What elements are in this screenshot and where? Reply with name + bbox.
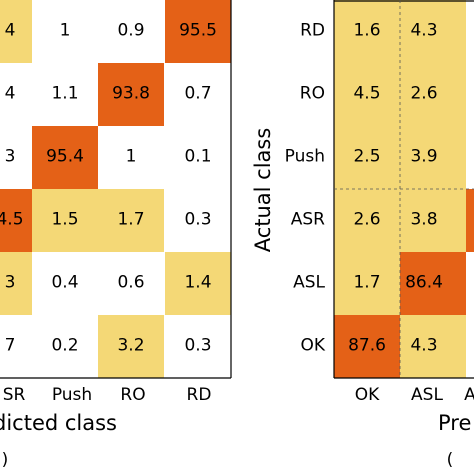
right-x-tick-label: A [464, 385, 474, 405]
right-y-tick-label: ASR [291, 210, 325, 230]
left-heatmap-cell [165, 0, 231, 63]
right-cell-value: 2.6 [353, 210, 380, 230]
right-panel-label: ( [447, 450, 454, 470]
right-cell-value: 4.3 [410, 336, 437, 356]
left-cell-value: 95.4 [46, 147, 84, 167]
right-heatmap-cell [334, 315, 400, 378]
right-cell-value: 1.7 [353, 273, 380, 293]
left-heatmap-cell [165, 189, 231, 252]
right-y-tick-label: ASL [293, 273, 325, 293]
left-cell-value: 0.7 [184, 84, 211, 104]
left-cell-value: 7 [5, 336, 16, 356]
left-heatmap-cell [98, 252, 164, 315]
right-y-tick-label: RD [300, 21, 325, 41]
left-cell-value: 4 [5, 84, 16, 104]
right-y-tick-label: RO [300, 84, 325, 104]
left-heatmap-cell [0, 63, 32, 126]
left-cell-value: 0.3 [184, 210, 211, 230]
right-x-tick-label: ASL [411, 385, 443, 405]
right-heatmap-cell [400, 0, 466, 63]
left-heatmap-cell [98, 63, 164, 126]
left-heatmap-cell [98, 126, 164, 189]
left-heatmap-cell [165, 252, 231, 315]
left-heatmap-cell [165, 63, 231, 126]
right-cell-value: 3.9 [410, 147, 437, 167]
left-cell-value: 0.9 [117, 21, 144, 41]
right-confusion-matrix: 1.6 4.3 4.5 2.6 2.5 3.9 2.6 3.8 1.7 86.4 87.6 4.3 RD… [251, 0, 474, 470]
left-heatmap-cell [98, 315, 164, 378]
right-cell-value: 4.5 [353, 84, 380, 104]
right-heatmap-cell [334, 126, 400, 189]
left-cell-value: 4.5 [0, 210, 24, 230]
left-cell-value: 1 [60, 21, 71, 41]
left-heatmap-cell [32, 315, 98, 378]
left-heatmap-cell [0, 189, 32, 252]
left-cell-value: 95.5 [179, 21, 217, 41]
left-heatmap-cell [165, 126, 231, 189]
right-y-tick-label: Push [285, 147, 325, 167]
left-x-tick-label: RD [187, 385, 212, 405]
right-heatmap-cell [334, 189, 400, 252]
right-x-axis-label: Pre [438, 411, 471, 435]
left-cell-value: 0.1 [184, 147, 211, 167]
right-cell-value: 2.5 [353, 147, 380, 167]
left-heatmap-cell [0, 126, 32, 189]
left-cell-value: 1 [126, 147, 137, 167]
left-confusion-matrix: 4 4 3 4.5 3 7 1 0.9 95.5 1.1 93.8 0.7 95.4 1 0.1 1.5 1.7… [0, 0, 232, 470]
left-x-tick-label: RO [120, 385, 145, 405]
left-heatmap-cell [165, 315, 231, 378]
left-cell-value: 0.3 [184, 336, 211, 356]
right-x-tick-label: OK [355, 385, 380, 405]
left-cell-value: 0.4 [51, 273, 78, 293]
right-cell-value: 4.3 [410, 21, 437, 41]
left-cell-value: 4 [5, 21, 16, 41]
right-cell-value: 2.6 [410, 84, 437, 104]
left-cell-value: 1.5 [51, 210, 78, 230]
left-cell-value: 1.1 [51, 84, 78, 104]
right-heatmap-cell [400, 315, 466, 378]
left-cell-value: 3 [5, 273, 16, 293]
left-x-tick-label: SR [3, 385, 26, 405]
left-cell-value: 3.2 [117, 336, 144, 356]
left-heatmap-cell [32, 0, 98, 63]
right-heatmap-cell [400, 252, 466, 315]
right-heatmap-cell [400, 189, 466, 252]
right-cell-value: 3.8 [410, 210, 437, 230]
left-panel-label: ) [2, 450, 9, 470]
right-heatmap-cell-partial [466, 189, 474, 252]
right-y-axis-label: Actual class [251, 128, 275, 253]
left-x-axis-label: dicted class [0, 411, 117, 435]
left-heatmap-cell [98, 0, 164, 63]
left-cell-value: 1.4 [184, 273, 211, 293]
right-cell-value: 1.6 [353, 21, 380, 41]
left-heatmap-cell [0, 315, 32, 378]
right-y-tick-label: OK [300, 336, 325, 356]
left-heatmap-cell [0, 0, 32, 63]
left-cell-value: 0.6 [117, 273, 144, 293]
left-heatmap-cell [32, 189, 98, 252]
left-x-tick-label: Push [52, 385, 92, 405]
left-cell-value: 0.2 [51, 336, 78, 356]
right-heatmap-cell [400, 126, 466, 189]
right-cell-value: 86.4 [405, 273, 443, 293]
left-heatmap-cell [0, 252, 32, 315]
right-heatmap-cell [400, 63, 466, 126]
left-heatmap-cell [32, 63, 98, 126]
left-heatmap-cell [32, 252, 98, 315]
right-cell-value: 87.6 [348, 336, 386, 356]
right-heatmap-cell [334, 0, 400, 63]
left-cell-value: 3 [5, 147, 16, 167]
left-heatmap-cell [32, 126, 98, 189]
left-cell-value: 93.8 [112, 84, 150, 104]
left-cell-value: 1.7 [117, 210, 144, 230]
right-heatmap-cell [334, 252, 400, 315]
right-heatmap-cell [334, 63, 400, 126]
left-heatmap-cell [98, 189, 164, 252]
